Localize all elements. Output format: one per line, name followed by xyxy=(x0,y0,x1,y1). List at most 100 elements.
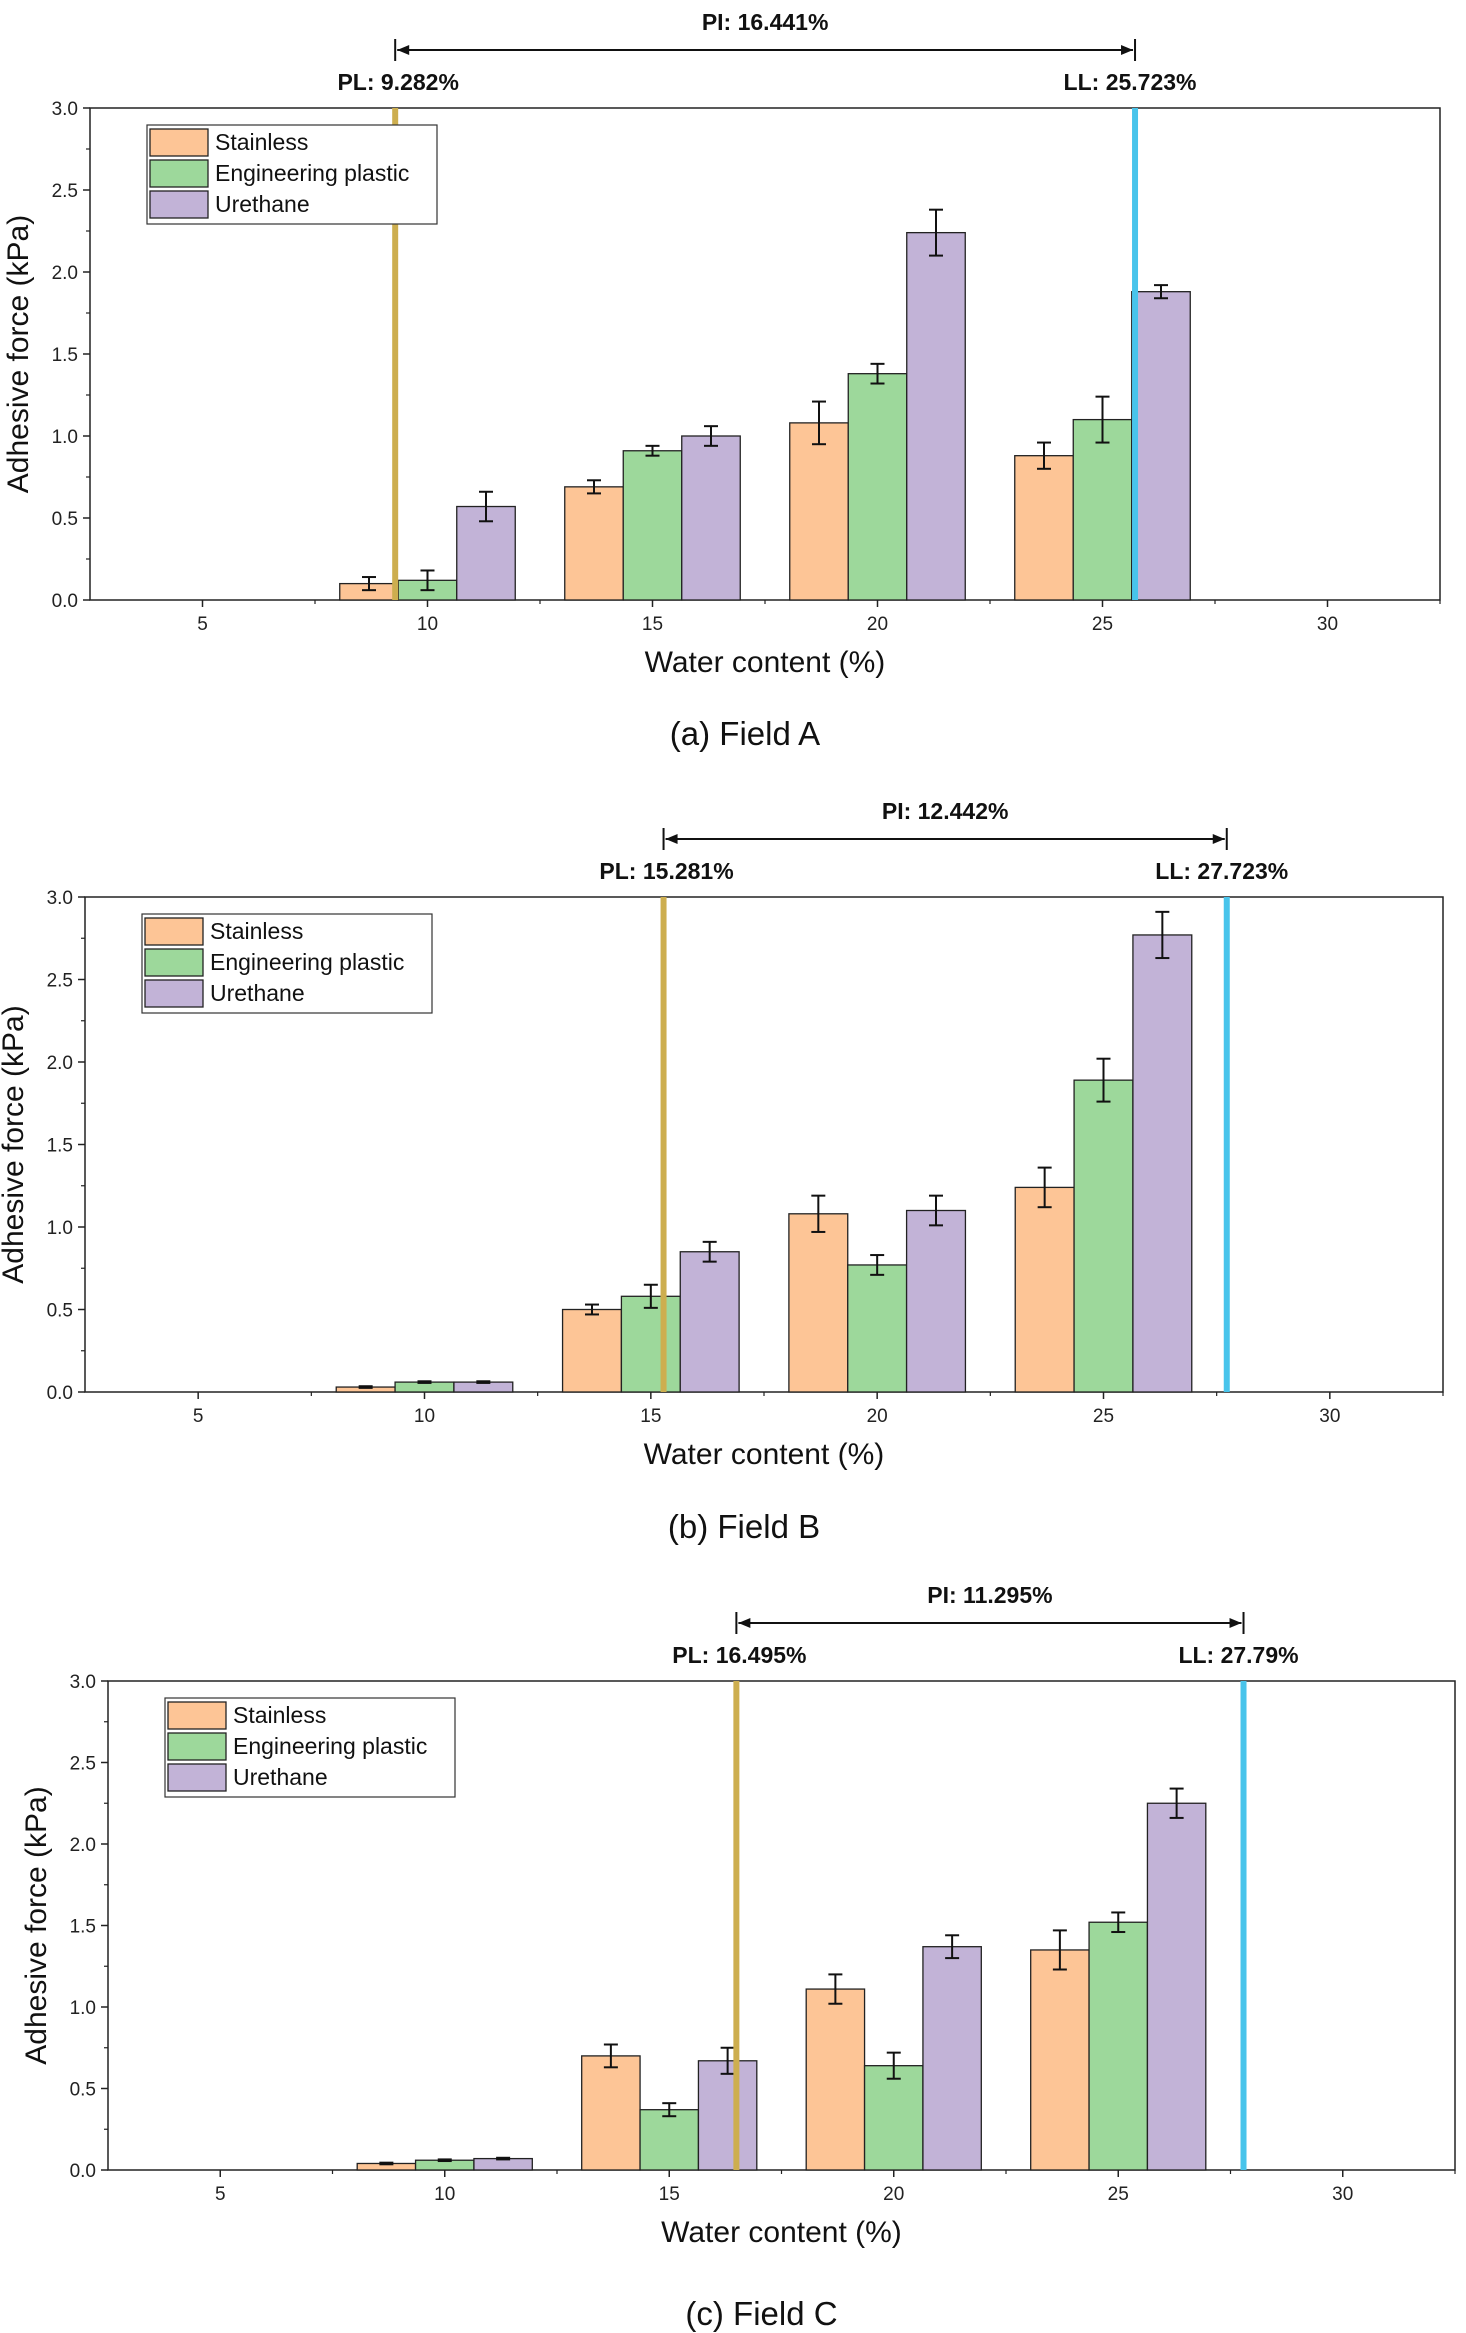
bar-urethane-25 xyxy=(1131,291,1191,601)
error-bar-engineering-plastic-10 xyxy=(417,1380,432,1384)
bar-urethane-25 xyxy=(1132,934,1193,1393)
legend-label-urethane: Urethane xyxy=(215,191,310,217)
bar-stainless-20 xyxy=(788,1213,849,1393)
x-tick-label: 5 xyxy=(215,2184,226,2205)
error-bar-urethane-20 xyxy=(945,1934,960,1960)
error-bar-stainless-25 xyxy=(1037,1166,1052,1209)
pi-arrow-right-head xyxy=(1121,45,1134,55)
error-bar-urethane-20 xyxy=(929,208,943,257)
legend-label-engineering-plastic: Engineering plastic xyxy=(215,160,409,186)
bar-stainless-25 xyxy=(1014,1186,1075,1393)
pi-arrow-right-head xyxy=(1229,1618,1242,1628)
error-bar-engineering-plastic-15 xyxy=(662,2102,677,2118)
x-tick-label: 20 xyxy=(867,1406,888,1427)
x-axis-title: Water content (%) xyxy=(644,1438,885,1471)
y-tick-label: 1.0 xyxy=(47,1218,73,1239)
legend-label-engineering-plastic: Engineering plastic xyxy=(233,1733,427,1759)
x-tick-label: 30 xyxy=(1319,1406,1340,1427)
panel-caption: (c) Field C xyxy=(685,2295,837,2332)
x-axis-title: Water content (%) xyxy=(645,646,886,679)
x-tick-label: 10 xyxy=(417,614,438,635)
legend-swatch-urethane xyxy=(144,979,204,1008)
y-tick-label: 3.0 xyxy=(47,888,73,909)
error-bar-stainless-20 xyxy=(811,1194,826,1233)
x-tick-label: 25 xyxy=(1093,1406,1114,1427)
pl-label: PL: 9.282% xyxy=(337,69,458,95)
bar-urethane-20 xyxy=(905,1209,967,1393)
bar-engineering-plastic-15 xyxy=(622,450,683,601)
bar-engineering-plastic-15 xyxy=(639,2109,700,2171)
y-tick-label: 1.0 xyxy=(70,1998,96,2019)
pl-label: PL: 15.281% xyxy=(599,858,733,884)
error-bar-urethane-15 xyxy=(702,1240,717,1263)
ll-label: LL: 25.723% xyxy=(1064,69,1197,95)
error-bar-engineering-plastic-20 xyxy=(870,362,885,385)
pi-label: PI: 12.442% xyxy=(882,798,1009,824)
legend: Stainless Engineering plastic Urethane xyxy=(141,913,433,1014)
error-bar-urethane-25 xyxy=(1169,1787,1184,1819)
bar-urethane-15 xyxy=(681,435,741,601)
y-tick-label: 0.5 xyxy=(52,509,78,530)
bar-urethane-20 xyxy=(906,231,966,601)
error-bar-urethane-10 xyxy=(476,1380,491,1384)
error-bar-stainless-20 xyxy=(828,1973,843,2005)
pi-arrow-right-head xyxy=(1212,834,1225,844)
x-tick-label: 20 xyxy=(867,614,888,635)
y-tick-label: 1.5 xyxy=(52,345,78,366)
legend-label-stainless: Stainless xyxy=(233,1702,326,1728)
bar-urethane-15 xyxy=(697,2060,758,2171)
bar-stainless-15 xyxy=(564,486,624,601)
error-bar-engineering-plastic-25 xyxy=(1111,1911,1126,1934)
x-tick-label: 5 xyxy=(197,614,208,635)
bar-stainless-20 xyxy=(789,422,849,601)
panel-field-a: 5 10 15 20 25 30 0.0 0.5 1.0 1.5 2.0 2.5 3.0 Water … xyxy=(2,9,1441,752)
pi-arrow-left-head xyxy=(397,45,410,55)
x-tick-label: 15 xyxy=(642,614,663,635)
pi-label: PI: 16.441% xyxy=(702,9,829,35)
x-tick-label: 10 xyxy=(434,2184,455,2205)
y-tick-label: 0.5 xyxy=(70,2080,96,2101)
legend: Stainless Engineering plastic Urethane xyxy=(164,1697,456,1798)
error-bar-urethane-15 xyxy=(720,2046,735,2075)
legend-label-urethane: Urethane xyxy=(233,1764,328,1790)
bar-engineering-plastic-20 xyxy=(847,1264,908,1393)
pi-arrow-left-head xyxy=(738,1618,751,1628)
y-tick-label: 3.0 xyxy=(70,1672,96,1693)
error-bar-engineering-plastic-25 xyxy=(1096,1057,1111,1103)
bar-urethane-20 xyxy=(922,1946,982,2171)
error-bar-engineering-plastic-10 xyxy=(437,2158,452,2163)
error-bar-engineering-plastic-20 xyxy=(886,2051,901,2080)
panel-caption: (a) Field A xyxy=(670,715,820,752)
error-bar-urethane-10 xyxy=(479,490,493,523)
x-tick-label: 20 xyxy=(883,2184,904,2205)
legend-swatch-engineering-plastic xyxy=(144,948,204,977)
legend-swatch-stainless xyxy=(144,917,204,946)
y-axis-title: Adhesive force (kPa) xyxy=(2,215,35,493)
y-tick-label: 2.0 xyxy=(70,1835,96,1856)
legend-label-urethane: Urethane xyxy=(210,980,305,1006)
bar-engineering-plastic-15 xyxy=(620,1295,681,1393)
x-tick-label: 15 xyxy=(640,1406,661,1427)
x-tick-label: 10 xyxy=(414,1406,435,1427)
bar-engineering-plastic-20 xyxy=(863,2065,924,2171)
error-bar-stainless-15 xyxy=(584,1303,599,1316)
panel-field-c: 5 10 15 20 25 30 0.0 0.5 1.0 1.5 2.0 2.5 3.0 Water … xyxy=(20,1582,1456,2332)
bar-stainless-15 xyxy=(581,2055,641,2171)
error-bar-engineering-plastic-15 xyxy=(645,444,660,457)
legend-swatch-urethane xyxy=(149,190,209,219)
y-tick-label: 2.5 xyxy=(52,181,78,202)
bar-stainless-25 xyxy=(1014,455,1074,601)
error-bar-urethane-20 xyxy=(929,1194,944,1227)
bar-stainless-25 xyxy=(1030,1949,1090,2171)
error-bar-stainless-10 xyxy=(379,2161,394,2166)
pi-arrow-left-head xyxy=(665,834,678,844)
y-tick-label: 1.5 xyxy=(70,1917,96,1938)
error-bar-stainless-10 xyxy=(358,1385,373,1389)
bar-engineering-plastic-25 xyxy=(1088,1921,1149,2171)
legend-swatch-urethane xyxy=(167,1763,227,1792)
x-tick-label: 25 xyxy=(1108,2184,1129,2205)
x-tick-label: 30 xyxy=(1317,614,1338,635)
ll-label: LL: 27.79% xyxy=(1178,1642,1298,1668)
y-axis-title: Adhesive force (kPa) xyxy=(20,1786,53,2064)
